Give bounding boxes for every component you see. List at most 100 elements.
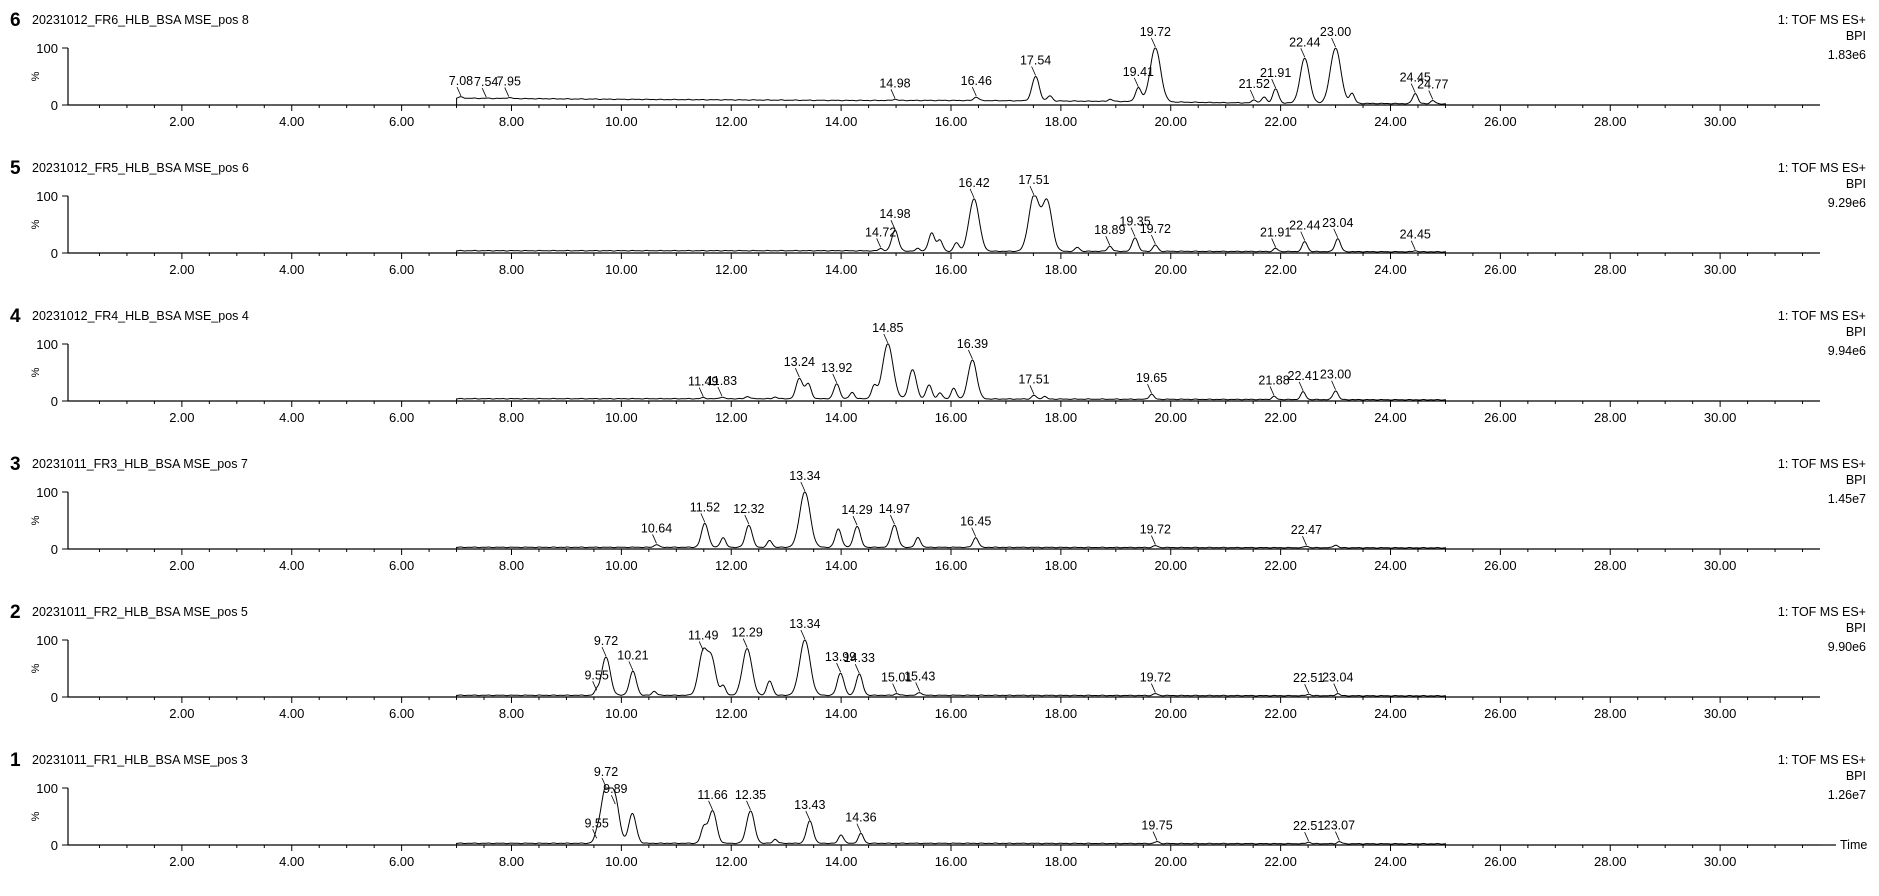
y-tick-label: 100 bbox=[36, 485, 58, 500]
peak-label: 14.85 bbox=[872, 321, 903, 335]
panel-5: 5 20231012_FR5_HLB_BSA MSE_pos 6 1: TOF MS… bbox=[10, 158, 1866, 277]
x-tick-label: 12.00 bbox=[715, 706, 748, 721]
trace-line bbox=[456, 195, 1446, 253]
panel-trace: BPI bbox=[1846, 29, 1866, 43]
x-tick-label: 24.00 bbox=[1374, 706, 1407, 721]
x-tick-label: 30.00 bbox=[1704, 262, 1737, 277]
y-tick-label: 100 bbox=[36, 633, 58, 648]
y-tick-label: 100 bbox=[36, 41, 58, 56]
panel-3: 3 20231011_FR3_HLB_BSA MSE_pos 7 1: TOF MS… bbox=[10, 454, 1866, 573]
peak-label: 23.00 bbox=[1320, 368, 1351, 382]
peak-label: 19.72 bbox=[1140, 25, 1171, 39]
peak-label: 19.65 bbox=[1136, 371, 1167, 385]
peak-label: 19.35 bbox=[1119, 215, 1150, 229]
peak-label: 17.51 bbox=[1018, 372, 1049, 386]
peak-label-leader bbox=[852, 516, 858, 526]
peak-label-leader bbox=[1151, 37, 1156, 48]
peak-label-leader bbox=[1302, 535, 1307, 546]
peak-label-leader bbox=[708, 800, 713, 810]
peak-label: 13.99 bbox=[825, 650, 856, 664]
x-tick-label: 30.00 bbox=[1704, 706, 1737, 721]
panel-mode: 1: TOF MS ES+ bbox=[1778, 753, 1866, 767]
peak-label: 13.34 bbox=[789, 617, 820, 631]
peak-label: 13.92 bbox=[821, 361, 852, 375]
peak-label-leader bbox=[1410, 83, 1416, 93]
x-tick-label: 6.00 bbox=[389, 558, 414, 573]
x-tick-label: 20.00 bbox=[1154, 558, 1187, 573]
x-tick-label: 20.00 bbox=[1154, 262, 1187, 277]
peak-label: 9.72 bbox=[594, 634, 618, 648]
peak-label: 22.44 bbox=[1289, 219, 1320, 233]
x-tick-label: 22.00 bbox=[1264, 114, 1297, 129]
x-tick-label: 26.00 bbox=[1484, 854, 1517, 869]
trace-line bbox=[456, 491, 1446, 549]
peak-label-leader bbox=[883, 333, 889, 344]
peak-label-leader bbox=[601, 646, 607, 657]
peak-label-leader bbox=[1133, 77, 1139, 88]
x-tick-label: 8.00 bbox=[499, 558, 524, 573]
x-tick-label: 20.00 bbox=[1154, 854, 1187, 869]
panel-title: 20231012_FR5_HLB_BSA MSE_pos 6 bbox=[32, 161, 249, 175]
x-tick-label: 2.00 bbox=[169, 854, 194, 869]
trace-line bbox=[456, 343, 1446, 401]
panel-mode: 1: TOF MS ES+ bbox=[1778, 309, 1866, 323]
peak-label: 13.34 bbox=[789, 469, 820, 483]
peak-label-leader bbox=[1428, 90, 1434, 100]
peak-label-leader bbox=[628, 661, 634, 671]
peak-label: 19.72 bbox=[1140, 671, 1171, 685]
panel-mode: 1: TOF MS ES+ bbox=[1778, 13, 1866, 27]
peak-label-leader bbox=[1333, 683, 1339, 693]
peak-label: 24.77 bbox=[1417, 77, 1448, 91]
peak-label-leader bbox=[856, 823, 862, 833]
x-tick-label: 16.00 bbox=[935, 262, 968, 277]
x-tick-label: 22.00 bbox=[1264, 558, 1297, 573]
peak-label: 19.72 bbox=[1140, 222, 1171, 236]
peak-label: 12.29 bbox=[732, 626, 763, 640]
x-tick-label: 6.00 bbox=[389, 114, 414, 129]
peak-label-leader bbox=[1331, 380, 1336, 390]
x-tick-label: 12.00 bbox=[715, 410, 748, 425]
x-tick-label: 16.00 bbox=[935, 854, 968, 869]
peak-label-leader bbox=[1410, 240, 1416, 250]
peak-label: 14.72 bbox=[865, 225, 896, 239]
peak-label-leader bbox=[1029, 385, 1035, 395]
peak-label-leader bbox=[1269, 386, 1275, 396]
peak-label-leader bbox=[1147, 383, 1152, 394]
y-axis-symbol: % bbox=[30, 515, 42, 525]
peak-label: 23.04 bbox=[1322, 216, 1353, 230]
peak-label: 17.54 bbox=[1020, 54, 1051, 68]
peak-label-leader bbox=[1271, 238, 1277, 248]
panel-intensity: 1.26e7 bbox=[1828, 788, 1866, 802]
peak-label-leader bbox=[481, 87, 487, 98]
peak-label: 7.08 bbox=[449, 74, 473, 88]
x-tick-label: 26.00 bbox=[1484, 114, 1517, 129]
peak-label-leader bbox=[610, 794, 616, 805]
peak-label: 13.24 bbox=[784, 355, 815, 369]
peak-label: 19.41 bbox=[1123, 65, 1154, 79]
peak-label-leader bbox=[836, 662, 841, 673]
y-axis-symbol: % bbox=[30, 219, 42, 229]
y-tick-label: 0 bbox=[51, 838, 58, 853]
peak-label: 21.91 bbox=[1260, 66, 1291, 80]
peak-label-leader bbox=[1130, 227, 1136, 237]
x-tick-label: 28.00 bbox=[1594, 558, 1627, 573]
x-tick-label: 18.00 bbox=[1045, 114, 1078, 129]
peak-label: 22.41 bbox=[1288, 369, 1319, 383]
peak-label: 19.75 bbox=[1141, 819, 1172, 833]
panel-title: 20231011_FR3_HLB_BSA MSE_pos 7 bbox=[32, 457, 248, 471]
x-tick-label: 4.00 bbox=[279, 854, 304, 869]
peak-label: 24.45 bbox=[1400, 71, 1431, 85]
peak-label-leader bbox=[1271, 78, 1277, 89]
x-tick-label: 10.00 bbox=[605, 410, 638, 425]
peak-label: 9.72 bbox=[594, 765, 618, 779]
panel-4: 4 20231012_FR4_HLB_BSA MSE_pos 4 1: TOF MS… bbox=[10, 306, 1866, 425]
peak-label: 16.46 bbox=[961, 74, 992, 88]
peak-label: 14.33 bbox=[844, 651, 875, 665]
peak-label-leader bbox=[800, 629, 806, 640]
peak-label-leader bbox=[698, 641, 704, 651]
y-tick-label: 0 bbox=[51, 542, 58, 557]
peak-label-leader bbox=[1300, 231, 1306, 241]
peak-label-leader bbox=[1151, 683, 1156, 693]
peak-label-leader bbox=[717, 386, 723, 397]
